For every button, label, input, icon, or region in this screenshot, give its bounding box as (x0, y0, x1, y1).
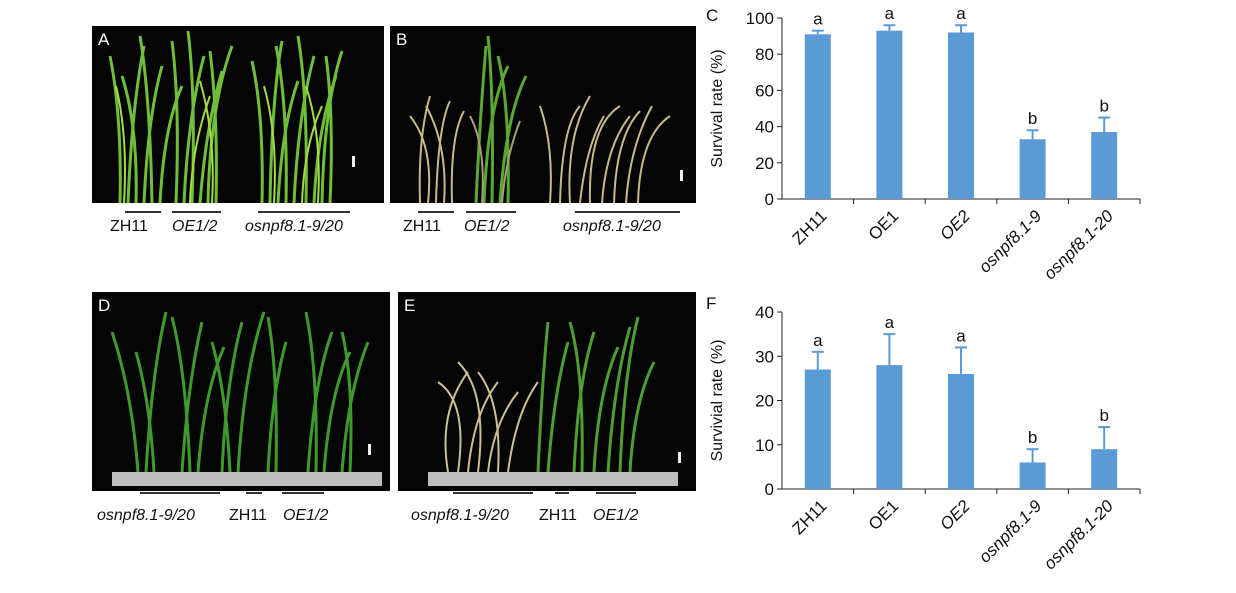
plants-illustration-b (409, 35, 671, 203)
bar (948, 373, 974, 489)
category-label: OE2 (936, 206, 974, 244)
scale-bar-d (368, 444, 371, 455)
category-label: OE1 (865, 206, 902, 243)
photo-panel-a: A (92, 26, 384, 203)
panel-letter-a: A (98, 30, 110, 49)
panel-letter-e: E (404, 296, 416, 315)
significance-label: a (813, 331, 823, 350)
bar (1091, 132, 1118, 199)
group-line-e-3 (596, 492, 636, 494)
genotype-label: ZH11 (539, 507, 577, 524)
genotype-label: osnpf8.1-9/20 (563, 218, 661, 235)
significance-label: a (885, 313, 895, 332)
y-tick-label: 0 (765, 480, 774, 499)
y-tick-label: 20 (755, 392, 774, 411)
bar (876, 365, 903, 489)
y-tick-label: 40 (755, 303, 774, 322)
y-tick-label: 10 (755, 436, 774, 455)
group-line-b-3 (575, 211, 680, 213)
group-line-d-3 (282, 492, 324, 494)
y-axis-label: Survival rate (%) (709, 49, 726, 167)
plants-illustration-a (108, 30, 344, 203)
significance-label: a (956, 4, 966, 23)
bar (1019, 139, 1046, 199)
group-line-b-1 (418, 211, 454, 213)
significance-label: b (1028, 109, 1037, 128)
genotype-label: ZH11 (403, 218, 441, 235)
bar (804, 34, 831, 199)
genotype-label: OE1/2 (172, 218, 218, 235)
significance-label: b (1099, 406, 1108, 425)
genotype-label: osnpf8.1-9/20 (245, 218, 343, 235)
genotype-label: OE1/2 (283, 507, 329, 524)
category-label: ZH11 (789, 206, 831, 248)
y-tick-label: 60 (755, 81, 774, 100)
genotype-label: osnpf8.1-9/20 (411, 507, 509, 524)
panel-letter-d: D (98, 296, 111, 315)
scale-bar-b (680, 170, 683, 181)
significance-label: b (1099, 97, 1108, 116)
bar (1019, 462, 1046, 489)
group-line-a-2 (172, 211, 221, 213)
category-label: OE2 (936, 496, 974, 534)
significance-label: a (813, 10, 823, 29)
bar-chart-f: 0 10 20 30 40 Survivial rate (%) a ZH11 a OE1 a OE2… (709, 303, 1141, 573)
category-label: osnpf8.1-9 (975, 206, 1046, 277)
bar (1091, 449, 1118, 489)
significance-label: b (1028, 428, 1037, 447)
group-line-e-2 (555, 492, 569, 494)
genotype-label: OE1/2 (464, 218, 510, 235)
group-line-a-1 (125, 211, 161, 213)
y-tick-label: 40 (755, 118, 774, 137)
bar (876, 30, 903, 200)
y-axis-label: Survivial rate (%) (709, 340, 726, 462)
significance-label: a (885, 4, 895, 23)
photo-panel-d: D (92, 292, 390, 491)
genotype-label: ZH11 (110, 218, 148, 235)
scale-bar-a (352, 156, 355, 167)
bar-chart-c: 0 20 40 60 80 100 Survival rate (%) a ZH11 a OE1 a O… (709, 4, 1141, 283)
category-label: osnpf8.1-9 (975, 496, 1046, 567)
panel-letter-f: F (706, 294, 717, 313)
category-label: OE1 (865, 496, 902, 533)
group-line-d-1 (140, 492, 220, 494)
y-tick-label: 30 (755, 347, 774, 366)
genotype-label: OE1/2 (593, 507, 639, 524)
y-tick-label: 80 (755, 45, 774, 64)
bar (804, 369, 831, 489)
y-tick-label: 100 (746, 9, 774, 28)
genotype-label: ZH11 (229, 507, 267, 524)
significance-label: a (956, 326, 966, 345)
plants-illustration-d (110, 311, 382, 486)
group-line-a-3 (258, 211, 350, 213)
category-label: osnpf8.1-20 (1040, 496, 1117, 573)
panel-letter-b: B (396, 30, 408, 49)
photo-panel-e: E (398, 292, 696, 491)
group-line-b-2 (466, 211, 516, 213)
panel-letter-c: C (706, 6, 719, 25)
group-line-d-2 (246, 492, 262, 494)
bar (948, 32, 974, 200)
plants-illustration-e (428, 316, 678, 486)
y-tick-label: 0 (765, 190, 774, 209)
scale-bar-e (678, 452, 681, 463)
category-label: ZH11 (789, 496, 831, 538)
photo-panel-b: B (390, 26, 696, 203)
y-tick-label: 20 (755, 154, 774, 173)
genotype-label: osnpf8.1-9/20 (97, 507, 195, 524)
group-line-e-1 (453, 492, 533, 494)
category-label: osnpf8.1-20 (1040, 206, 1117, 283)
